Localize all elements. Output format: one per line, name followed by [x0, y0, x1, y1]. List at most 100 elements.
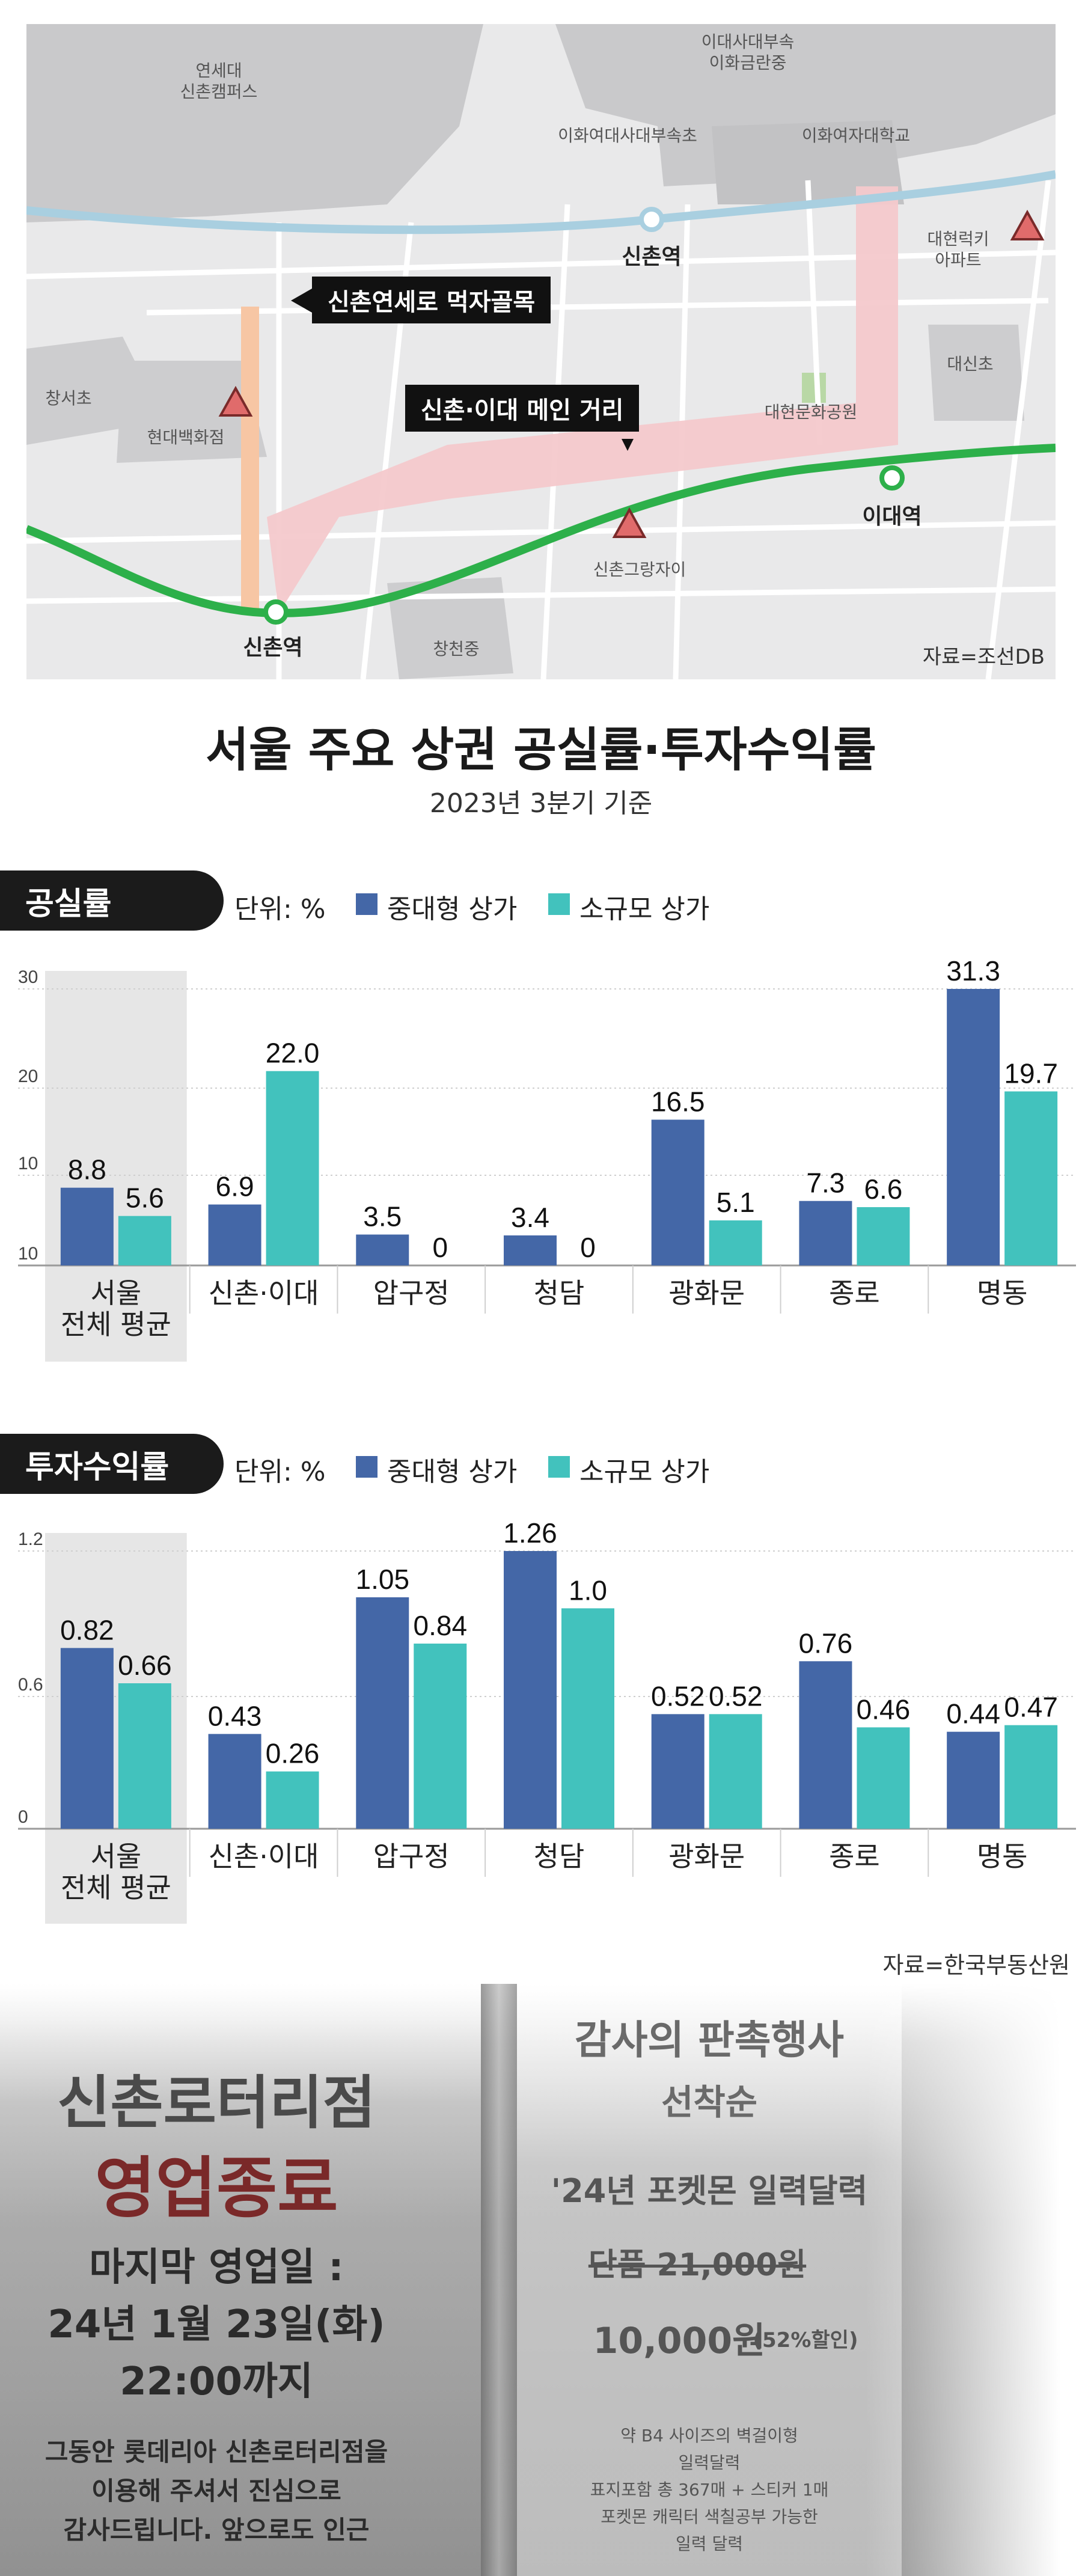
bar-mid-large	[799, 1201, 852, 1265]
y-tick-label: 10	[18, 1154, 38, 1173]
bar-mid-large	[651, 1119, 705, 1265]
landmark-triangle-icon	[1010, 209, 1045, 240]
bar-mid-large	[504, 1235, 557, 1265]
map-graphics	[26, 24, 1056, 679]
page-subtitle: 2023년 3분기 기준	[429, 788, 653, 819]
y-tick-label: 20	[18, 1066, 38, 1086]
chart-title-return: 투자수익률	[0, 1434, 224, 1494]
map-source: 자료=조선DB	[922, 645, 1045, 669]
page-title: 서울 주요 상권 공실률·투자수익률	[206, 723, 876, 777]
data-label: 8.8	[68, 1154, 106, 1186]
landmark-triangle-icon	[612, 507, 647, 538]
bar-mid-large	[60, 1187, 114, 1265]
unit-label: 단위: %	[234, 894, 326, 925]
data-label: 0.26	[266, 1738, 320, 1769]
category-label: 청담	[534, 1277, 585, 1309]
unit-label: 단위: %	[234, 1457, 326, 1487]
data-label: 6.6	[864, 1173, 902, 1205]
legend-swatch-small	[548, 1456, 570, 1478]
door-frame	[481, 1984, 517, 2576]
callout-pointer-icon	[291, 289, 312, 313]
station-label-sinchon: 신촌역	[243, 635, 303, 660]
bar-mid-large	[799, 1661, 852, 1829]
bar-mid-large	[651, 1714, 705, 1829]
map-label: 대현문화공원	[764, 402, 858, 422]
callout-main-street: 신촌·이대 메인 거리	[405, 385, 640, 432]
data-label: 5.1	[717, 1187, 755, 1218]
category-label: 종로	[829, 1840, 880, 1873]
legend-label-small: 소규모 상가	[579, 1457, 710, 1487]
bar-small	[857, 1727, 910, 1829]
bar-small	[561, 1608, 614, 1829]
station-label-ewha: 이대역	[862, 504, 922, 529]
block-ewha	[555, 24, 1056, 186]
promo-product: '24년 포켓몬 일력달력	[551, 2172, 868, 2210]
category-label: 신촌·이대	[209, 1840, 319, 1873]
map-label: 현대백화점	[147, 427, 225, 447]
station-marker-sinchon-top	[639, 207, 664, 232]
data-label: 1.26	[503, 1517, 557, 1549]
bar-small	[709, 1220, 762, 1265]
data-label: 19.7	[1004, 1057, 1058, 1089]
legend-label-mid-large: 중대형 상가	[387, 1457, 518, 1487]
line2-subway	[26, 444, 1056, 618]
data-label: 0.52	[651, 1680, 705, 1712]
chart-svg: 30 20 10 10 8.8 5.6 서울 전체 평균 6.9 22.0 신촌·이대 3.5 0 압구정…	[18, 955, 1076, 1362]
category-label: 신촌·이대	[209, 1277, 319, 1309]
poster-time: 22:00까지	[120, 2360, 313, 2404]
bar-mid-large	[208, 1734, 261, 1829]
station-label-sinchon-top: 신촌역	[622, 245, 682, 269]
promo-description: 표지포함 총 367매 + 스티커 1매	[590, 2480, 829, 2500]
map-label: 신촌그랑자이	[593, 560, 686, 580]
promo-description: 일력 달력	[676, 2534, 743, 2554]
poster-date: 24년 1월 23일(화)	[47, 2302, 385, 2347]
station-marker-ewha	[879, 465, 905, 491]
block-hyundai	[117, 361, 267, 463]
data-label: 0.43	[208, 1700, 262, 1731]
landmark-triangle-icon	[218, 385, 253, 417]
chart-title-vacancy: 공실률	[0, 870, 224, 931]
y-tick-label: 0.6	[18, 1675, 43, 1695]
bar-small	[118, 1216, 171, 1265]
data-label: 5.6	[126, 1182, 164, 1214]
category-label: 서울 전체 평균	[61, 1840, 171, 1904]
vacancy-chart: 30 20 10 10 8.8 5.6 서울 전체 평균 6.9 22.0 신촌·이대 3.5 0 압구정…	[0, 944, 1082, 1365]
bar-small	[1004, 1091, 1058, 1265]
station-marker-sinchon	[263, 599, 289, 625]
data-label: 0	[580, 1232, 596, 1263]
area-map: 연세대 신촌캠퍼스 이대사대부속 이화금란중 이화여대사대부속초 이화여자대학교 대…	[26, 24, 1056, 679]
map-label: 대신초	[947, 354, 994, 374]
data-label: 0.66	[118, 1650, 172, 1681]
bar-mid-large	[947, 989, 1000, 1265]
closing-notice-poster	[0, 1984, 481, 2576]
category-label: 광화문	[668, 1277, 745, 1309]
closing-notice-photo: 신촌로터리점 영업종료 마지막 영업일 : 24년 1월 23일(화) 22:0…	[0, 1984, 1082, 2576]
bar-small	[414, 1644, 467, 1829]
callout-muckja-street: 신촌연세로 먹자골목	[312, 277, 551, 323]
map-label: 창천중	[433, 639, 480, 659]
data-label: 0.46	[857, 1693, 911, 1725]
block-yonsei	[26, 24, 483, 222]
bar-small	[857, 1207, 910, 1265]
poster-message: 이용해 주셔서 진심으로	[91, 2476, 341, 2506]
y-tick-label: 30	[18, 967, 38, 987]
category-label: 청담	[534, 1840, 585, 1873]
block-changcheon	[387, 577, 513, 679]
map-label: 창서초	[45, 388, 92, 408]
bar-mid-large	[60, 1648, 114, 1829]
map-label: 이화여자대학교	[801, 126, 911, 145]
data-label: 31.3	[946, 955, 1000, 987]
block-daeshin	[928, 325, 1024, 421]
data-label: 0.76	[799, 1627, 853, 1659]
callout-pointer-icon	[622, 439, 634, 451]
data-label: 0.82	[60, 1614, 114, 1645]
map-label: 이대사대부속 이화금란중	[701, 32, 795, 73]
category-label: 광화문	[668, 1840, 745, 1873]
data-label: 0.47	[1004, 1692, 1058, 1723]
map-label: 연세대 신촌캠퍼스	[180, 61, 258, 102]
map-label: 이화여대사대부속초	[558, 126, 697, 145]
bar-small	[709, 1714, 762, 1829]
data-label: 0	[432, 1232, 448, 1263]
average-column-bg	[45, 971, 187, 1362]
